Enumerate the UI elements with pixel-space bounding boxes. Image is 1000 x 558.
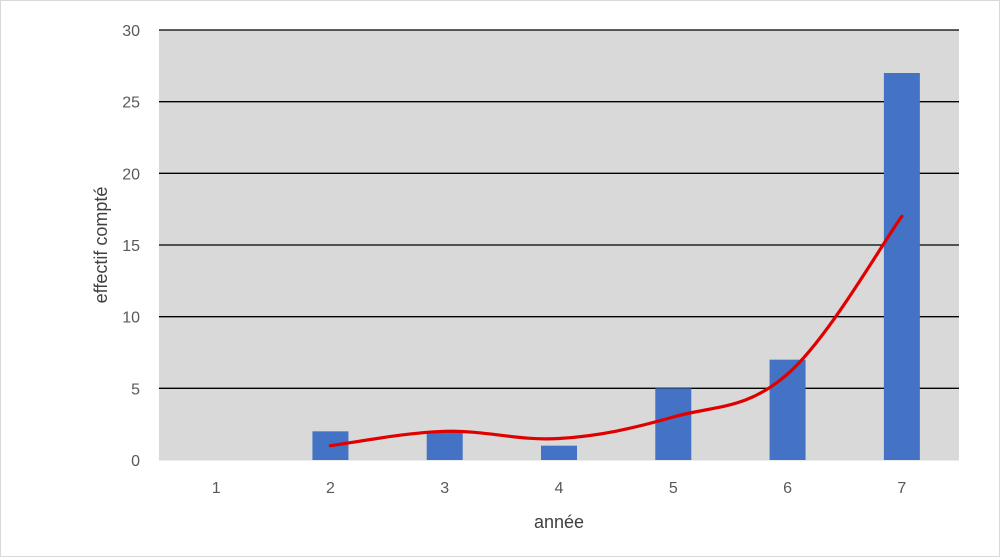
bar xyxy=(655,388,692,460)
x-tick-label: 1 xyxy=(212,480,221,497)
bar xyxy=(883,73,920,460)
x-tick-label: 7 xyxy=(897,480,906,497)
y-axis-title: effectif compté xyxy=(91,187,111,304)
y-tick-label: 15 xyxy=(122,238,140,255)
x-tick-label: 2 xyxy=(326,480,335,497)
x-tick-label: 6 xyxy=(783,480,792,497)
y-tick-label: 5 xyxy=(131,381,140,398)
line-series xyxy=(328,214,904,448)
x-tick-label: 4 xyxy=(555,480,564,497)
bar xyxy=(769,359,806,460)
y-tick-labels: 0 5 10 15 20 25 30 xyxy=(122,23,140,470)
x-axis-title: année xyxy=(534,512,584,532)
x-tick-label: 3 xyxy=(440,480,449,497)
y-tick-label: 30 xyxy=(122,23,140,40)
y-tick-label: 0 xyxy=(131,453,140,470)
y-tick-label: 25 xyxy=(122,95,140,112)
y-tick-label: 20 xyxy=(122,166,140,183)
gridlines xyxy=(159,29,959,461)
bar xyxy=(426,431,463,460)
bar-series xyxy=(312,73,920,460)
x-tick-label: 5 xyxy=(669,480,678,497)
y-tick-label: 10 xyxy=(122,310,140,327)
trend-line xyxy=(328,214,904,448)
bar xyxy=(541,445,577,460)
x-tick-labels: 1 2 3 4 5 6 7 xyxy=(212,480,907,497)
